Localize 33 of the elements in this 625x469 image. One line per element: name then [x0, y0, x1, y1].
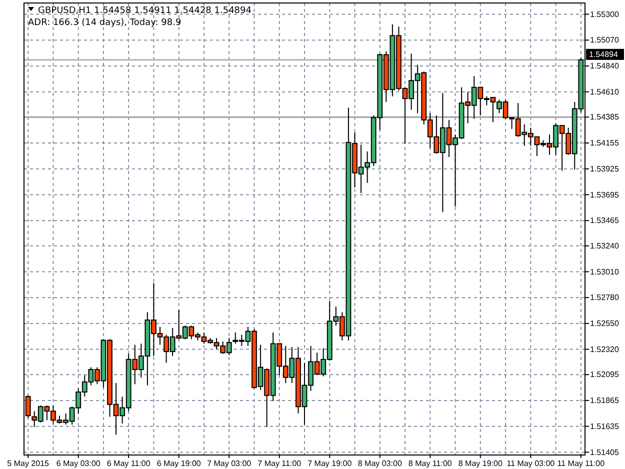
y-tick-label: 1.53010	[590, 267, 620, 276]
y-tick-label: 1.55070	[590, 36, 620, 45]
y-tick-label: 1.55300	[590, 10, 620, 19]
y-tick-label: 1.54385	[590, 112, 620, 122]
y-tick-label: 1.53240	[590, 241, 620, 250]
x-tick-label: 6 May 03:00	[56, 458, 101, 468]
y-tick-label: 1.51865	[590, 396, 620, 406]
x-tick-label: 7 May 19:00	[308, 458, 352, 468]
y-tick-label: 1.54840	[590, 62, 620, 71]
annotation: ADR: 166.3 (14 days), Today: 98.9	[28, 18, 182, 28]
x-tick-label: 8 May 03:00	[358, 458, 402, 468]
chart-title: GBPUSD,H1 1.54458 1.54911 1.54428 1.54894	[38, 6, 252, 16]
y-tick-label: 1.54155	[590, 138, 620, 148]
x-tick-label: 8 May 19:00	[458, 458, 503, 468]
y-tick-label: 1.52320	[590, 344, 620, 354]
x-tick-label: 11 May 03:00	[506, 458, 556, 468]
y-tick-label: 1.51405	[590, 448, 620, 457]
x-tick-label: 5 May 2015	[7, 458, 50, 468]
y-tick-label: 1.53465	[590, 216, 620, 226]
y-tick-label: 1.53925	[590, 164, 620, 174]
x-tick-label: 7 May 11:00	[258, 458, 302, 468]
y-tick-label: 1.51635	[590, 422, 620, 431]
y-tick-label: 1.54610	[590, 87, 620, 96]
y-tick-label: 1.52095	[590, 370, 620, 380]
ref-line-label: 1.54894	[589, 50, 618, 59]
x-tick-label: 6 May 19:00	[156, 458, 202, 468]
x-tick-label: 7 May 03:00	[207, 458, 252, 468]
x-tick-label: 6 May 11:00	[106, 458, 151, 468]
y-tick-label: 1.53695	[590, 190, 620, 200]
y-tick-label: 1.52550	[590, 319, 620, 328]
x-tick-label: 11 May 11:00	[557, 458, 606, 468]
x-tick-label: 8 May 11:00	[408, 458, 452, 468]
y-tick-label: 1.52780	[590, 293, 620, 302]
